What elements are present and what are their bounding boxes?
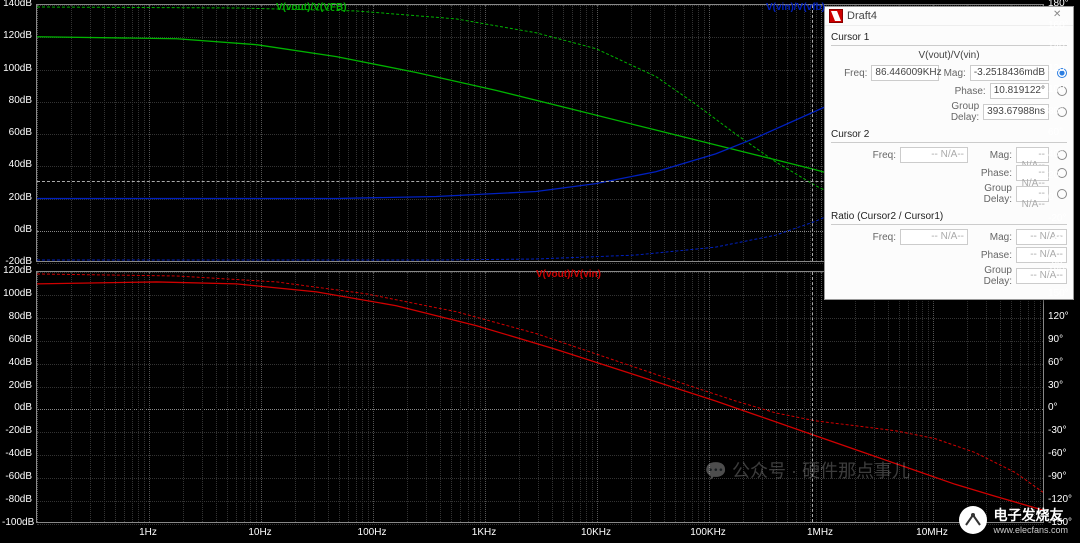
y-right-tick: 20° (1048, 170, 1080, 181)
y-left-tick: 40dB (2, 357, 32, 368)
y-right-tick: -30° (1048, 425, 1080, 436)
cursor-heading: Ratio (Cursor2 / Cursor1) (831, 209, 1067, 225)
cursor-row: Group Delay:393.67988ns (831, 101, 1067, 123)
y-right-tick: -150° (1048, 517, 1080, 528)
y-right-tick: 90° (1048, 334, 1080, 345)
cursor2-section: Cursor 2 Freq:-- N/A--Mag:-- N/A-- Phase:-… (831, 127, 1067, 205)
y-right-tick: 60° (1048, 127, 1080, 138)
x-tick-label: 1KHz (472, 527, 496, 538)
cursor-value[interactable]: 10.819122° (990, 83, 1049, 99)
y-left-tick: 40dB (2, 159, 32, 170)
y-right-tick: 80° (1048, 106, 1080, 117)
bode-plot-lower[interactable] (36, 271, 1044, 523)
y-left-tick: 20dB (2, 192, 32, 203)
cursor-value[interactable]: 393.67988ns (983, 104, 1049, 120)
y-right-tick: 100° (1048, 84, 1080, 95)
y-left-tick: 20dB (2, 380, 32, 391)
cursor-heading: Cursor 2 (831, 127, 1067, 143)
cursor-heading: Cursor 1 (831, 30, 1067, 46)
y-right-tick: 0° (1048, 402, 1080, 413)
app-icon (829, 9, 843, 23)
cursor-row: Freq:86.446009KHzMag:-3.2518436mdB (831, 65, 1067, 81)
y-left-tick: -100dB (2, 517, 32, 528)
y-left-tick: 80dB (2, 311, 32, 322)
trace-label[interactable]: V(vin)/V(vfb) (766, 2, 825, 13)
y-right-tick: -90° (1048, 471, 1080, 482)
y-right-tick: 0° (1048, 192, 1080, 203)
y-left-tick: 60dB (2, 334, 32, 345)
y-left-tick: 100dB (2, 63, 32, 74)
y-right-tick: 150° (1048, 288, 1080, 299)
logo-icon (959, 506, 987, 534)
y-right-tick: 180° (1048, 265, 1080, 276)
y-left-tick: 80dB (2, 95, 32, 106)
cursor-value[interactable]: -3.2518436mdB (970, 65, 1049, 81)
cursor-row: Phase:10.819122° (831, 83, 1067, 99)
cursor-vline[interactable] (812, 272, 813, 522)
y-right-tick: 140° (1048, 41, 1080, 52)
cursor-value[interactable]: -- N/A-- (900, 147, 968, 163)
cursor1-section: Cursor 1 V(vout)/V(vin) Freq:86.446009KHzM… (831, 30, 1067, 123)
y-left-tick: 0dB (2, 402, 32, 413)
cursor-ratio-section: Ratio (Cursor2 / Cursor1) Freq:-- N/A--Ma… (831, 209, 1067, 287)
cursor-value[interactable]: -- N/A-- (1016, 186, 1049, 202)
y-left-tick: -60dB (2, 471, 32, 482)
cursor-row: Freq:-- N/A--Mag:-- N/A-- (831, 229, 1067, 245)
y-right-tick: -60° (1048, 448, 1080, 459)
cursor-row: Phase:-- N/A-- (831, 247, 1067, 263)
cursor-vline[interactable] (812, 5, 813, 261)
cursor-row: Phase:-- N/A-- (831, 165, 1067, 181)
x-tick-label: 10KHz (581, 527, 611, 538)
y-left-tick: 120dB (2, 30, 32, 41)
y-left-tick: -80dB (2, 494, 32, 505)
x-tick-label: 100KHz (690, 527, 726, 538)
cursor-row: Group Delay:-- N/A-- (831, 183, 1067, 205)
panel-title-text: Draft4 (847, 10, 877, 22)
cursor-trace-name: V(vout)/V(vin) (831, 50, 1067, 61)
y-right-tick: -40° (1048, 235, 1080, 246)
cursor-value[interactable]: -- N/A-- (1016, 147, 1049, 163)
y-right-tick: 120° (1048, 63, 1080, 74)
cursor-value[interactable]: -- N/A-- (900, 229, 968, 245)
y-left-tick: 100dB (2, 288, 32, 299)
y-left-tick: 140dB (2, 0, 32, 9)
y-right-tick: 40° (1048, 149, 1080, 160)
x-tick-label: 100Hz (358, 527, 387, 538)
y-left-tick: -40dB (2, 448, 32, 459)
x-tick-label: 10Hz (248, 527, 271, 538)
x-tick-label: 10MHz (916, 527, 948, 538)
y-right-tick: 160° (1048, 20, 1080, 31)
y-left-tick: 0dB (2, 224, 32, 235)
cursor-row: Group Delay:-- N/A-- (831, 265, 1067, 287)
y-right-tick: 60° (1048, 357, 1080, 368)
cursor-value[interactable]: -- N/A-- (1016, 165, 1049, 181)
cursor-row: Freq:-- N/A--Mag:-- N/A-- (831, 147, 1067, 163)
y-right-tick: 180° (1048, 0, 1080, 9)
trace-label[interactable]: V(vout)/V(vin) (536, 269, 601, 280)
y-right-tick: 120° (1048, 311, 1080, 322)
cursor-panel[interactable]: Draft4 ✕ Cursor 1 V(vout)/V(vin) Freq:86.4… (824, 6, 1074, 300)
y-right-tick: 30° (1048, 380, 1080, 391)
y-left-tick: 120dB (2, 265, 32, 276)
y-right-tick: -20° (1048, 213, 1080, 224)
cursor-value[interactable]: 86.446009KHz (871, 65, 939, 81)
y-left-tick: 60dB (2, 127, 32, 138)
y-left-tick: -20dB (2, 425, 32, 436)
x-tick-label: 1MHz (807, 527, 833, 538)
watermark: 💬 公众号 · 硬件那点事儿 (705, 457, 910, 483)
trace-label[interactable]: V(vout)/V(VFB) (276, 2, 347, 13)
panel-body: Cursor 1 V(vout)/V(vin) Freq:86.446009KHzM… (825, 26, 1073, 299)
y-right-tick: -120° (1048, 494, 1080, 505)
panel-titlebar[interactable]: Draft4 ✕ (825, 7, 1073, 26)
x-tick-label: 1Hz (139, 527, 157, 538)
